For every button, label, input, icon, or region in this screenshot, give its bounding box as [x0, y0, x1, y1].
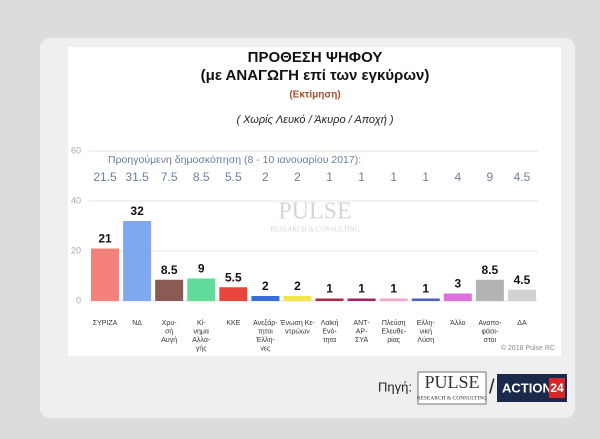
x-tick-label: Ανεξάρ- [253, 319, 278, 327]
x-tick-label: φάσι- [481, 327, 498, 335]
chart-title: ΠΡΟΘΕΣΗ ΨΗΦΟΥ [248, 49, 383, 66]
x-tick-label: ΣΥΑ [355, 337, 368, 344]
bar [507, 289, 536, 301]
data-label: 9 [198, 262, 205, 276]
x-tick-label: Έλλη- [255, 337, 275, 344]
bar [219, 287, 248, 301]
bar [155, 279, 184, 301]
x-tick-label: Αναπο- [478, 320, 502, 327]
previous-value: 2 [262, 170, 269, 184]
x-tick-label: τητοι [258, 328, 273, 335]
previous-value: 7.5 [161, 170, 178, 184]
previous-value: 5.5 [225, 170, 242, 184]
previous-value: 8.5 [193, 170, 210, 184]
data-label: 1 [390, 282, 397, 296]
x-tick-label: στοι [484, 337, 497, 344]
data-label: 21 [98, 232, 112, 246]
x-tick-label: ΔΑ [517, 320, 527, 327]
x-tick-label: Πλεύση [382, 319, 406, 327]
bar [283, 296, 312, 301]
bar [443, 293, 472, 301]
logo-2-name: ACTION [502, 380, 552, 395]
y-tick-label: 60 [71, 145, 81, 155]
separator: / [489, 376, 495, 398]
y-tick-label: 20 [71, 245, 81, 255]
bar [251, 296, 280, 301]
x-tick-label: Αυγή [161, 337, 177, 344]
watermark-name: PULSE [278, 199, 351, 225]
x-tick-label: Χρυ- [162, 320, 177, 327]
bar [187, 278, 216, 301]
x-tick-label: Ενό- [322, 327, 337, 335]
x-tick-label: Ελλη- [417, 320, 436, 327]
y-tick-label: 0 [76, 295, 81, 305]
previous-value: 31.5 [125, 170, 149, 184]
bar [91, 248, 120, 301]
filter-note: ( Χωρίς Λευκό / Άκυρο / Αποχή ) [236, 114, 393, 126]
x-tick-label: ρίας [387, 336, 401, 344]
source-label: Πηγή: [378, 379, 412, 394]
previous-label: Προηγούμενη δημοσκόπηση (8 - 10 ιανουαρί… [108, 154, 361, 166]
x-tick-label: σή [165, 328, 173, 335]
bar [347, 298, 376, 301]
x-tick-label: Λαϊκή [321, 320, 339, 327]
x-tick-label: ΣΥΡΙΖΑ [93, 320, 118, 327]
data-label: 8.5 [161, 263, 178, 277]
data-label: 2 [262, 279, 269, 293]
x-tick-label: ΝΔ [132, 320, 142, 327]
previous-value: 9 [487, 170, 494, 184]
x-tick-label: Ελευθε- [381, 328, 406, 335]
data-label: 1 [422, 282, 429, 296]
x-tick-label: ΑΝΤ- [353, 320, 370, 327]
x-tick-label: νες [260, 345, 271, 352]
previous-value: 1 [326, 170, 333, 184]
x-tick-label: τητα [323, 337, 336, 344]
logo-2-badge [549, 378, 565, 398]
data-label: 4.5 [514, 273, 531, 287]
x-tick-label: Ένωση Κε- [279, 320, 315, 327]
bar [379, 298, 408, 301]
x-tick-label: ΑΡ- [356, 328, 368, 335]
previous-value: 1 [358, 170, 365, 184]
previous-value: 1 [422, 170, 429, 184]
x-tick-label: ΚΚΕ [226, 320, 240, 327]
estimate-note: (Εκτίμηση) [289, 90, 340, 101]
watermark-tagline: RESEARCH & CONSULTING [270, 226, 360, 234]
previous-value: 1 [390, 170, 397, 184]
data-label: 2 [294, 279, 301, 293]
previous-value: 21.5 [93, 170, 117, 184]
y-tick-label: 40 [71, 195, 81, 205]
copyright: © 2018 Pulse RC [501, 344, 555, 352]
data-label: 1 [326, 282, 333, 296]
bar [315, 298, 344, 301]
previous-value: 4 [454, 170, 461, 184]
x-tick-label: Κί- [197, 319, 206, 327]
bar [475, 279, 504, 301]
x-tick-label: ντρώων [285, 327, 310, 335]
x-tick-label: νική [420, 328, 433, 335]
x-tick-label: Αλλα- [192, 337, 211, 344]
pulse-logo [417, 371, 487, 405]
bar [123, 221, 152, 301]
data-label: 5.5 [225, 270, 242, 284]
bar [411, 298, 440, 301]
previous-value: 2 [294, 170, 301, 184]
x-tick-label: νημα [194, 328, 209, 335]
x-tick-label: Λύση [417, 336, 434, 344]
logo-2-number: 24 [550, 381, 564, 395]
data-label: 1 [358, 282, 365, 296]
logo-name: PULSE [424, 372, 479, 392]
watermark: PULSE RESEARCH & CONSULTING [270, 199, 360, 234]
data-label: 32 [130, 204, 144, 218]
data-label: 3 [454, 277, 461, 291]
chart-subtitle: (με ΑΝΑΓΩΓΗ επί των εγκύρων) [201, 67, 430, 84]
x-tick-label: Άλλο [450, 320, 466, 327]
logo-tagline: RESEARCH & CONSULTING [417, 395, 487, 401]
data-label: 8.5 [482, 263, 499, 277]
previous-value: 4.5 [514, 170, 531, 184]
x-tick-label: γής [196, 345, 207, 352]
